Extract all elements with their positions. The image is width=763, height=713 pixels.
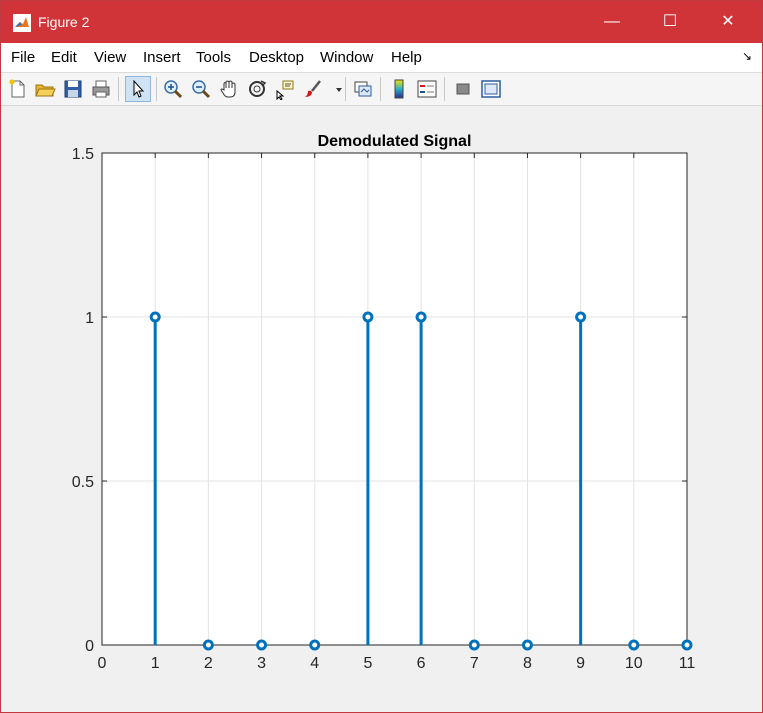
y-tick-label: 1.5 [72, 146, 94, 163]
menu-file[interactable]: File [11, 49, 36, 66]
menu-help[interactable]: Help [391, 49, 422, 66]
legend-icon[interactable] [416, 78, 438, 100]
close-button[interactable]: ✕ [721, 13, 735, 30]
menu-bar: File Edit View Insert Tools Desktop Wind… [1, 43, 762, 73]
brush-icon[interactable] [302, 78, 324, 100]
x-tick-label: 2 [204, 655, 213, 672]
x-tick-label: 4 [310, 655, 319, 672]
y-tick-label: 0.5 [72, 474, 94, 491]
hide-plot-tools-icon[interactable] [452, 78, 474, 100]
save-icon[interactable] [62, 78, 84, 100]
stem-marker [521, 639, 533, 651]
window-title: Figure 2 [38, 14, 90, 30]
x-tick-label: 10 [625, 655, 643, 672]
toolbar-separator [345, 77, 346, 101]
menu-window[interactable]: Window [320, 49, 374, 66]
rotate-3d-icon[interactable] [246, 78, 268, 100]
brush-dropdown-icon[interactable] [328, 78, 342, 100]
x-tick-label: 11 [679, 655, 696, 672]
minimize-button[interactable]: — [604, 13, 620, 30]
open-file-icon[interactable] [34, 78, 56, 100]
stem-marker [256, 639, 268, 651]
stem-marker [149, 311, 161, 323]
menu-view[interactable]: View [94, 49, 127, 66]
data-cursor-icon[interactable] [274, 78, 296, 100]
title-bar[interactable]: Figure 2 — ☐ ✕ [1, 1, 762, 43]
stem-plot: 0 1 2 3 4 5 6 7 8 9 10 11 0 0.5 1 1.5 Demodulated Signal [72, 133, 696, 672]
x-tick-label: 1 [151, 655, 160, 672]
stem-marker [202, 639, 214, 651]
x-tick-label: 7 [470, 655, 479, 672]
new-figure-icon[interactable] [7, 78, 29, 100]
axes-background [102, 153, 687, 645]
figure-canvas: 0 1 2 3 4 5 6 7 8 9 10 11 0 0.5 1 1.5 Demodulated Signal [1, 106, 762, 712]
menu-desktop[interactable]: Desktop [249, 49, 305, 66]
stem-marker [628, 639, 640, 651]
menu-edit[interactable]: Edit [51, 49, 77, 66]
stem-marker [362, 311, 374, 323]
toolbar-separator [118, 77, 119, 101]
toolbar-separator [380, 77, 381, 101]
print-icon[interactable] [90, 78, 112, 100]
show-plot-tools-icon[interactable] [480, 78, 502, 100]
x-tick-label: 5 [363, 655, 372, 672]
link-plot-icon[interactable] [352, 78, 374, 100]
menu-tools[interactable]: Tools [196, 49, 232, 66]
stem-marker [575, 311, 587, 323]
pan-icon[interactable] [218, 78, 240, 100]
colorbar-icon[interactable] [388, 78, 410, 100]
zoom-out-icon[interactable] [190, 78, 212, 100]
maximize-button[interactable]: ☐ [662, 13, 678, 30]
y-tick-label: 1 [85, 310, 94, 327]
chart-title: Demodulated Signal [318, 133, 472, 150]
matlab-logo-icon [13, 14, 31, 32]
x-tick-label: 0 [98, 655, 107, 672]
stem-marker [468, 639, 480, 651]
toolbar-separator [156, 77, 157, 101]
x-tick-label: 3 [257, 655, 266, 672]
x-tick-label: 6 [417, 655, 426, 672]
stem-marker [309, 639, 321, 651]
x-tick-label: 9 [576, 655, 585, 672]
axes-box [101, 152, 688, 646]
dock-arrow-icon[interactable]: ↘ [741, 49, 752, 63]
menu-insert[interactable]: Insert [143, 49, 181, 66]
figure-toolbar [1, 73, 762, 106]
y-tick-label: 0 [85, 638, 94, 655]
x-tick-label: 8 [523, 655, 532, 672]
zoom-in-icon[interactable] [162, 78, 184, 100]
pointer-icon[interactable] [125, 76, 151, 102]
stem-marker [681, 639, 693, 651]
stem-marker [415, 311, 427, 323]
toolbar-separator [444, 77, 445, 101]
